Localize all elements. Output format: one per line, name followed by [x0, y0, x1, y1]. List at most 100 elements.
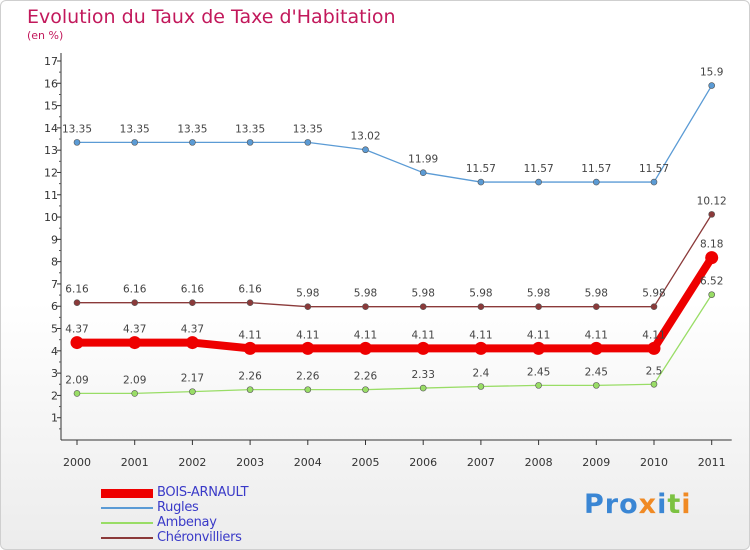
- x-tick-label: 2007: [467, 456, 495, 469]
- data-point: [362, 386, 369, 393]
- legend-swatch: [101, 537, 153, 539]
- data-point: [650, 178, 658, 186]
- data-point: [477, 383, 485, 390]
- data-point: [73, 299, 81, 306]
- y-tick-label: 1: [51, 412, 58, 425]
- data-point: [650, 303, 658, 310]
- data-point: [359, 341, 372, 355]
- data-label: 2.09: [123, 374, 146, 386]
- data-label: 15.9: [700, 67, 723, 79]
- data-label: 13.35: [293, 123, 323, 135]
- y-tick-label: 13: [44, 144, 58, 157]
- data-label: 13.35: [62, 123, 92, 135]
- data-label: 5.98: [469, 288, 492, 300]
- data-label: 2.45: [527, 366, 550, 378]
- x-tick-label: 2003: [236, 456, 264, 469]
- data-point: [73, 139, 81, 146]
- x-tick-label: 2009: [582, 456, 610, 469]
- y-tick-label: 17: [44, 55, 58, 68]
- series-line-3: [77, 214, 713, 308]
- data-point: [70, 336, 84, 350]
- y-tick-label: 2: [51, 389, 58, 402]
- data-point: [128, 336, 142, 350]
- data-label: 2.5: [646, 365, 663, 377]
- data-label: 4.11: [527, 329, 550, 341]
- data-point: [535, 382, 542, 389]
- data-label: 6.16: [238, 284, 262, 296]
- legend-swatch: [101, 507, 153, 509]
- data-point: [474, 341, 488, 355]
- data-label: 5.98: [296, 288, 319, 300]
- series-lines: [70, 82, 719, 397]
- data-point: [708, 211, 716, 218]
- data-point: [419, 303, 427, 310]
- data-point: [246, 299, 254, 306]
- data-label: 5.98: [527, 288, 550, 300]
- data-point: [419, 384, 427, 392]
- data-point: [705, 251, 719, 265]
- data-label: 6.16: [123, 284, 147, 296]
- data-point: [189, 139, 196, 146]
- proxiti-logo: Proxiti: [584, 489, 692, 520]
- y-tick-label: 15: [44, 100, 58, 113]
- data-point: [477, 303, 485, 310]
- data-point: [243, 341, 257, 355]
- data-label: 11.57: [639, 163, 669, 175]
- data-point: [304, 386, 312, 393]
- data-label: 4.11: [238, 329, 261, 341]
- data-point: [131, 390, 138, 397]
- x-tick-label: 2002: [178, 456, 206, 469]
- data-point: [131, 299, 138, 306]
- x-tick-label: 2011: [698, 456, 726, 469]
- data-label: 11.57: [466, 163, 496, 175]
- legend-swatch: [101, 522, 153, 524]
- data-label: 2.26: [296, 371, 320, 383]
- y-tick-label: 11: [44, 189, 58, 202]
- data-label: 13.35: [120, 123, 150, 135]
- data-point: [185, 336, 199, 350]
- data-label: 4.37: [65, 324, 88, 336]
- data-point: [592, 303, 600, 310]
- y-tick-label: 8: [51, 256, 58, 269]
- y-tick-label: 14: [44, 122, 58, 135]
- data-point: [708, 291, 716, 298]
- data-point: [592, 382, 600, 389]
- data-label: 2.26: [238, 371, 262, 383]
- legend-label: Rugles: [157, 500, 199, 515]
- data-label: 5.98: [585, 288, 608, 300]
- data-point: [708, 82, 716, 89]
- legend-label: BOIS-ARNAULT: [157, 485, 249, 500]
- series-line-2: [77, 294, 713, 395]
- y-tick-label: 6: [51, 300, 58, 313]
- series-line-1: [77, 85, 713, 183]
- data-point: [477, 178, 485, 186]
- data-label: 4.11: [354, 329, 377, 341]
- legend-label: Chéronvilliers: [157, 530, 242, 545]
- data-point: [73, 390, 81, 397]
- data-labels: 4.37 4.37 4.37 4.11 4.11 4.11 4.11 4.11 4.11 4.11…: [62, 67, 727, 387]
- data-label: 5.98: [412, 288, 435, 300]
- x-tick-label: 2001: [121, 456, 149, 469]
- data-label: 2.4: [473, 367, 490, 379]
- data-point: [647, 341, 661, 355]
- legend-swatch: [101, 488, 153, 498]
- data-point: [589, 341, 603, 355]
- x-tick-label: 2008: [525, 456, 553, 469]
- y-tick-label: 3: [51, 367, 58, 380]
- y-tick-label: 16: [44, 77, 58, 90]
- data-label: 2.26: [354, 371, 378, 383]
- chart-subtitle: (en %): [27, 29, 64, 42]
- data-point: [535, 178, 542, 186]
- data-label: 4.11: [296, 329, 319, 341]
- chart-title: Evolution du Taux de Taxe d'Habitation: [27, 6, 396, 28]
- data-label: 10.12: [697, 195, 727, 207]
- data-point: [416, 341, 430, 355]
- data-label: 6.52: [700, 276, 723, 288]
- data-label: 11.57: [581, 163, 611, 175]
- series-line-0: [77, 255, 716, 353]
- data-point: [650, 380, 658, 388]
- data-point: [304, 303, 312, 310]
- data-point: [304, 139, 312, 146]
- data-label: 5.98: [642, 288, 665, 300]
